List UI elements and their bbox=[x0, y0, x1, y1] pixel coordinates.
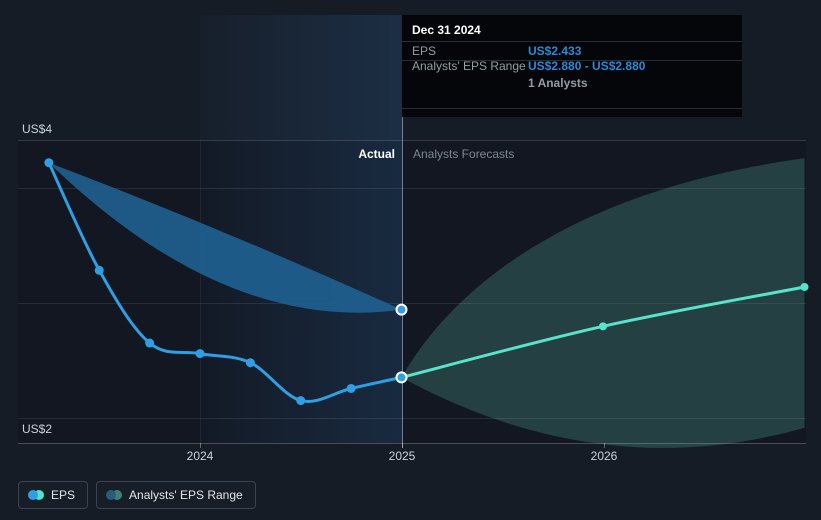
actual-section-label: Actual bbox=[358, 147, 395, 161]
forecast-eps-point[interactable] bbox=[800, 282, 809, 291]
highlighted-eps-point[interactable] bbox=[395, 371, 408, 384]
y-axis-label-top: US$4 bbox=[22, 122, 53, 136]
legend-toggle-analysts-eps-range[interactable]: Analysts' EPS Range bbox=[96, 481, 256, 509]
legend-eps-label: EPS bbox=[51, 488, 76, 502]
data-point-tooltip: Dec 31 2024 EPS US$2.433 Analysts' EPS R… bbox=[402, 15, 742, 117]
actual-period-highlight bbox=[200, 15, 403, 443]
eps-point[interactable] bbox=[94, 265, 104, 275]
gridline-horizontal bbox=[18, 303, 806, 304]
y-axis-label-bottom: US$2 bbox=[22, 422, 53, 436]
eps-point[interactable] bbox=[195, 349, 205, 359]
highlighted-range-point[interactable] bbox=[395, 303, 408, 316]
forecasts-section-label: Analysts Forecasts bbox=[413, 147, 515, 161]
x-label-2025: 2025 bbox=[388, 449, 416, 463]
eps-point[interactable] bbox=[44, 158, 54, 168]
eps-series-icon bbox=[28, 490, 44, 500]
tooltip-eps-value: US$2.433 bbox=[528, 44, 582, 58]
legend-range-label: Analysts' EPS Range bbox=[129, 488, 243, 502]
chart-legend: EPS Analysts' EPS Range bbox=[18, 481, 256, 509]
tooltip-divider bbox=[402, 41, 742, 42]
actual-forecast-divider-line bbox=[402, 117, 403, 448]
tooltip-divider bbox=[402, 108, 742, 109]
x-tick-2026 bbox=[604, 443, 605, 448]
x-tick-2024 bbox=[200, 443, 201, 448]
x-axis-line bbox=[18, 443, 806, 444]
gridline-us4 bbox=[18, 140, 806, 141]
x-tick-2025 bbox=[402, 443, 403, 448]
tooltip-range-value: US$2.880 - US$2.880 bbox=[528, 59, 646, 73]
legend-toggle-eps[interactable]: EPS bbox=[18, 481, 89, 509]
tooltip-analyst-count: 1 Analysts bbox=[528, 76, 588, 90]
eps-point[interactable] bbox=[296, 396, 306, 406]
gridline-horizontal bbox=[18, 418, 806, 419]
tooltip-date: Dec 31 2024 bbox=[412, 23, 481, 37]
gridline-horizontal bbox=[18, 188, 806, 189]
tooltip-range-label: Analysts' EPS Range bbox=[412, 59, 526, 73]
past-analysts-range-band bbox=[48, 162, 402, 313]
plot-background bbox=[18, 140, 806, 443]
analysts-range-icon bbox=[106, 490, 123, 500]
gridline-vertical-2024 bbox=[200, 140, 201, 443]
x-label-2026: 2026 bbox=[590, 449, 618, 463]
x-label-2024: 2024 bbox=[186, 449, 214, 463]
eps-point[interactable] bbox=[346, 383, 356, 393]
tooltip-eps-label: EPS bbox=[412, 44, 437, 58]
forecast-range-band bbox=[401, 158, 805, 448]
eps-line-chart[interactable] bbox=[0, 0, 821, 465]
tooltip-divider bbox=[402, 60, 742, 61]
forecast-eps-point[interactable] bbox=[599, 322, 607, 331]
eps-point[interactable] bbox=[245, 358, 255, 368]
eps-point[interactable] bbox=[145, 338, 155, 348]
